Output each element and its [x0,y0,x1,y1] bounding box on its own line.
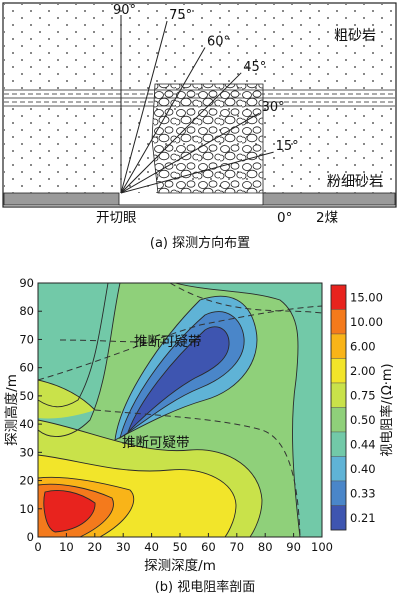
colorbar-level-label: 0.33 [350,486,376,500]
colorbar-level-label: 0.50 [350,413,376,427]
x-tick-label: 70 [229,540,244,554]
direction-ray-60 [120,47,206,194]
x-tick-label: 10 [59,540,74,554]
angle-label-60: 60° [207,35,230,50]
x-tick-label: 90 [286,540,301,554]
colorbar-swatch [330,431,347,457]
angle-label-30: 30° [262,100,285,115]
caption-a: (a) 探测方向布置 [150,235,250,251]
x-tick-label: 40 [144,540,159,554]
y-tick-label: 40 [19,417,34,431]
angle-label-75: 75° [169,8,192,23]
y-tick-label: 30 [19,445,34,459]
colorbar-swatch [330,407,347,433]
annotation-suspect-upper: 推断可疑带 [134,334,202,350]
panel-a: 90° 75° 60° 45° 30° 15° 粗砂岩 粉细砂岩 [2,2,397,208]
y-tick-label: 0 [27,530,34,544]
colorbar-title: 视电阻率/(Ω·m) [379,363,395,456]
colorbar-swatch [330,358,347,384]
label-zero-angle: 0° [277,210,292,226]
y-tick-label: 60 [19,361,34,375]
y-tick-label: 20 [19,474,34,488]
label-cut-hole: 开切眼 [96,210,137,226]
colorbar-level-label: 6.00 [350,339,376,353]
direction-ray-30 [120,112,260,194]
label-fine-sandstone: 粉细砂岩 [327,174,383,190]
panel-b-plot: 0 10 20 30 40 50 60 70 80 90 100 0 10 20 30 40 50 60 70 80… [19,276,333,554]
x-axis-label: 探测深度/m [144,558,216,574]
x-tick-label: 100 [311,540,333,554]
colorbar-level-label: 2.00 [350,364,376,378]
colorbar-swatch [330,456,347,482]
x-tick-label: 60 [201,540,216,554]
colorbar-level-label: 0.44 [350,437,376,451]
y-tick-label: 10 [19,502,34,516]
direction-rays: 90° 75° 60° 45° 30° 15° [113,3,299,194]
x-tick-label: 80 [258,540,273,554]
y-tick-label: 70 [19,332,34,346]
x-tick-label: 50 [173,540,188,554]
colorbar-level-label: 10.00 [350,315,383,329]
y-tick-label: 50 [19,389,34,403]
x-tick-label: 20 [87,540,102,554]
y-tick-label: 80 [19,304,34,318]
colorbar-level-label: 0.40 [350,462,376,476]
x-tick-label: 0 [34,540,41,554]
x-tick-label: 30 [116,540,131,554]
coal-seam-left [3,192,120,206]
y-tick-label: 90 [19,276,34,290]
y-axis-label: 探测高度/m [3,374,20,446]
caption-b: (b) 视电阻率剖面 [155,579,256,595]
colorbar-swatch [330,309,347,335]
coal-seam-right [262,192,396,206]
colorbar-swatch [330,333,347,359]
angle-label-90: 90° [113,3,136,18]
direction-ray-75 [120,20,168,194]
colorbar-level-label: 0.75 [350,388,376,402]
coarse-sandstone-layer [4,4,395,90]
colorbar-swatch [330,284,347,310]
x-axis: 0 10 20 30 40 50 60 70 80 90 100 [34,533,333,554]
label-coarse-sandstone: 粗砂岩 [334,28,376,44]
angle-label-45: 45° [243,60,266,75]
colorbar-frame [330,284,347,531]
caved-zone [151,83,264,194]
label-coal-seam: 2煤 [316,210,339,226]
colorbar-level-label: 0.21 [350,511,376,525]
annotation-suspect-lower: 推断可疑带 [122,435,190,451]
y-axis: 0 10 20 30 40 50 60 70 80 90 [19,276,42,544]
colorbar-level-label: 15.00 [350,290,383,304]
contour-fill [38,283,322,537]
colorbar-swatch [330,480,347,506]
direction-ray-15 [120,151,274,194]
angle-label-15: 15° [276,139,299,154]
direction-ray-45 [120,72,242,194]
colorbar-swatch [330,382,347,408]
colorbar-swatch [330,505,347,531]
colorbar: 15.00 10.00 6.00 2.00 0.75 0.50 0.44 0.40 0.33 0.… [330,284,383,531]
